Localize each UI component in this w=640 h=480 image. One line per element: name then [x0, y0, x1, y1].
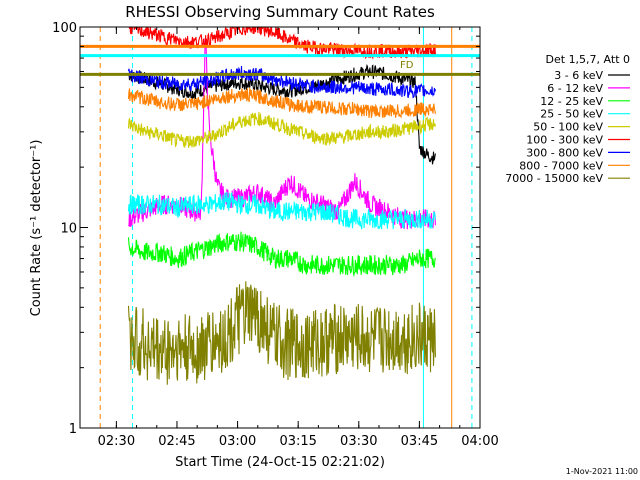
chart-title: RHESSI Observing Summary Count Rates	[125, 3, 435, 21]
legend-label: 12 - 25 keV	[540, 95, 603, 108]
legend-label: 7000 - 15000 keV	[505, 172, 603, 185]
legend-label: 800 - 7000 keV	[519, 159, 603, 172]
series-line	[127, 281, 436, 385]
legend-label: 50 - 100 keV	[533, 121, 603, 134]
timestamp: 1-Nov-2021 11:00	[566, 467, 638, 476]
x-tick-label: 03:45	[401, 434, 438, 449]
series-lines	[127, 27, 436, 385]
series-line	[127, 191, 436, 230]
legend-label: 100 - 300 keV	[526, 134, 603, 147]
x-tick-label: 04:00	[461, 434, 498, 449]
series-line	[127, 231, 436, 277]
legend-header: Det 1,5,7, Att 0	[546, 53, 630, 66]
y-axis-label: Count Rate (s⁻¹ detector⁻¹)	[29, 140, 44, 317]
series-line	[127, 111, 436, 148]
x-tick-label: 03:15	[279, 434, 316, 449]
legend-label: 3 - 6 keV	[554, 69, 603, 82]
x-axis: 02:30 02:45 03:00 03:15 03:30 03:45 04:00	[98, 27, 499, 449]
x-axis-label: Start Time (24-Oct-15 02:21:02)	[175, 455, 385, 470]
y-tick-label: 1	[69, 422, 77, 437]
legend-label: 25 - 50 keV	[540, 108, 603, 121]
x-tick-label: 03:00	[219, 434, 256, 449]
legend-label: 6 - 12 keV	[547, 82, 603, 95]
x-tick-label: 03:30	[340, 434, 377, 449]
y-tick-label: 100	[52, 21, 77, 36]
plot-area	[80, 27, 480, 428]
legend-label: 300 - 800 keV	[526, 146, 603, 159]
x-tick-label: 02:30	[98, 434, 135, 449]
series-line	[127, 65, 436, 99]
x-tick-label: 02:45	[158, 434, 195, 449]
y-axis: 1 10 100	[52, 21, 480, 437]
series-line	[127, 86, 436, 119]
fd-annotation: FD	[400, 60, 414, 71]
y-tick-label: 10	[60, 222, 77, 237]
